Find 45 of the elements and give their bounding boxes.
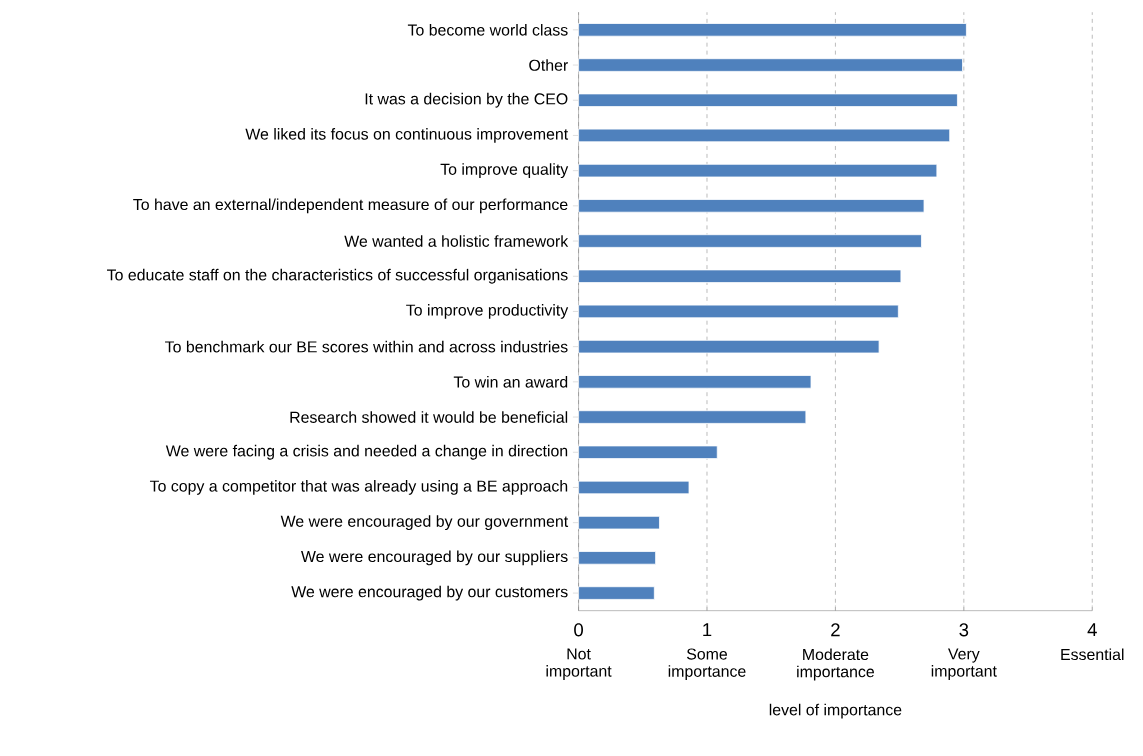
y-tick-label: To educate staff on the characteristics of successful organisations [107, 269, 568, 284]
text: Very important [931, 648, 997, 681]
bar [578, 410, 807, 424]
bar [578, 58, 963, 72]
x-tick-label: 3 [959, 623, 969, 637]
bar [578, 551, 657, 565]
y-tick-label: We were encouraged by our suppliers [301, 550, 568, 566]
x-tick-label: 4 [1087, 623, 1097, 637]
y-tick-label: We wanted a holistic framework [344, 235, 569, 248]
x-axis-title: level of importance [769, 703, 902, 719]
bar [578, 128, 951, 143]
text: Essential [1061, 648, 1124, 661]
y-tick-label: We liked its focus on continuous improvement [245, 128, 569, 144]
bar [578, 23, 967, 37]
y-tick-label: To have an external/independent measure of our performance [133, 198, 568, 214]
bar [578, 375, 812, 389]
bar [578, 199, 925, 213]
x-tick-label: 0 [574, 623, 584, 637]
bar [578, 269, 902, 284]
y-tick-label: To benchmark our BE scores within and across industries [165, 341, 568, 353]
y-tick-label: We were encouraged by our customers [291, 585, 568, 601]
y-tick-label: We were facing a crisis and needed a change in direction [165, 445, 568, 460]
y-tick-label: To copy a competitor that was already using a BE approach [149, 480, 568, 496]
text: Moderate importance [797, 648, 874, 681]
bar [578, 445, 718, 460]
bar [578, 516, 660, 530]
bar [578, 480, 690, 495]
text: Some importance [668, 648, 746, 681]
bar [578, 234, 922, 248]
text: Not important [546, 648, 612, 681]
y-tick-label: Research showed it would be beneficial [290, 411, 568, 424]
y-tick-label: It was a decision by the CEO [365, 93, 568, 108]
x-tick-label: 1 [703, 623, 712, 637]
y-tick-label: To improve productivity [406, 304, 569, 320]
y-tick-label: Other [529, 59, 568, 72]
y-tick-label: To improve quality [440, 163, 569, 179]
bar [578, 340, 880, 354]
bar [578, 586, 655, 600]
bar [578, 304, 899, 319]
bar [578, 164, 938, 178]
y-tick-label: We were encouraged by our government [280, 515, 569, 531]
y-tick-label: To win an award [453, 376, 568, 388]
y-tick-label: To become world class [407, 24, 568, 36]
bar [578, 93, 958, 108]
x-tick-label: 2 [831, 623, 840, 637]
